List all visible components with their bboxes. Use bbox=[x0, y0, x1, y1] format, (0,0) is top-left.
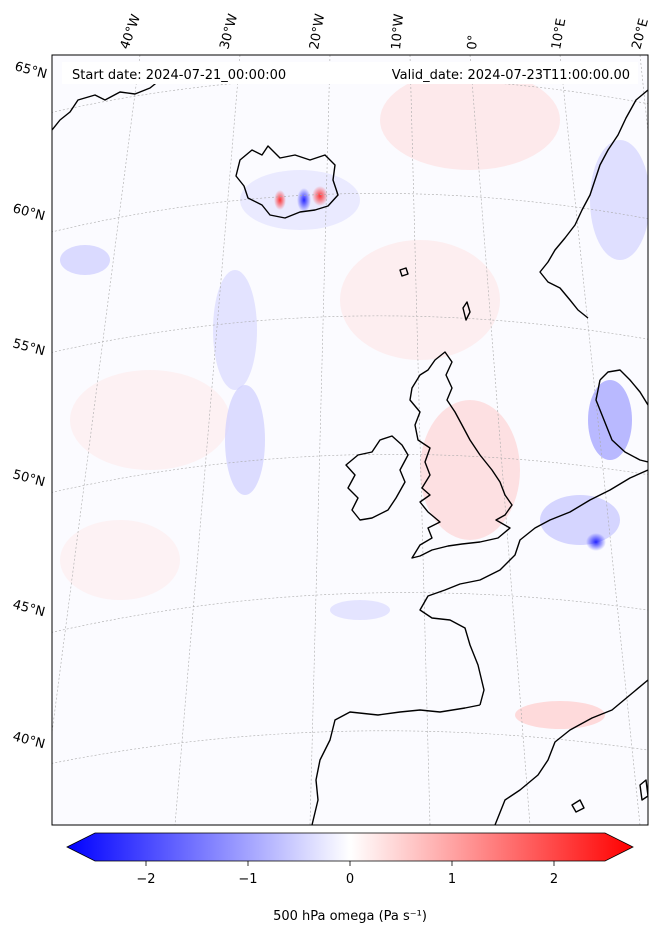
lat-label: 55°N bbox=[11, 336, 47, 359]
iberia-coast bbox=[311, 704, 481, 825]
coastlines bbox=[52, 73, 648, 825]
lat-label: 60°N bbox=[11, 201, 47, 224]
colorbar-tick-label: 2 bbox=[550, 872, 558, 887]
lat-label: 45°N bbox=[11, 597, 47, 620]
map-panel bbox=[52, 55, 648, 825]
faroe-islands bbox=[399, 267, 409, 277]
sweden-denmark-coast bbox=[595, 369, 648, 463]
latitude-labels: 65°N 60°N 55°N 50°N 45°N 40°N bbox=[11, 59, 49, 752]
start-date-label: Start date: 2024-07-21_00:00:00 bbox=[72, 68, 286, 83]
lon-label: 0° bbox=[465, 34, 481, 50]
colorbar-tick-label: 0 bbox=[346, 872, 354, 887]
lat-label: 50°N bbox=[11, 467, 47, 490]
lon-label: 40°W bbox=[118, 12, 144, 51]
colorbar-ticks: −2 −1 0 1 2 bbox=[136, 861, 558, 887]
corsica bbox=[639, 779, 648, 801]
lon-label: 20°E bbox=[629, 17, 652, 51]
colorbar: −2 −1 0 1 2 500 hPa omega (Pa s⁻¹) bbox=[66, 832, 634, 924]
mediterranean-coast bbox=[494, 679, 648, 825]
longitude-labels: 40°W 30°W 20°W 10°W 0° 10°E 20°E bbox=[118, 12, 652, 51]
header-band bbox=[62, 62, 638, 84]
ireland-coast bbox=[345, 435, 409, 521]
lon-label: 10°W bbox=[389, 13, 407, 50]
norway-coast bbox=[539, 89, 648, 319]
map-frame bbox=[51, 54, 649, 826]
lon-label: 10°E bbox=[549, 17, 569, 50]
lat-label: 65°N bbox=[13, 59, 49, 82]
colorbar-gradient bbox=[66, 832, 634, 862]
colorbar-tick-label: 1 bbox=[448, 872, 456, 887]
iceland-coast bbox=[235, 145, 339, 219]
lat-label: 40°N bbox=[11, 729, 47, 752]
lon-label: 20°W bbox=[307, 13, 328, 51]
omega-field bbox=[60, 70, 648, 729]
valid-date-label: Valid_date: 2024-07-23T11:00:00.00 bbox=[392, 68, 630, 83]
shetland bbox=[462, 301, 471, 321]
lon-label: 30°W bbox=[217, 12, 241, 51]
balearics bbox=[571, 799, 585, 813]
greenland-coast bbox=[52, 73, 167, 131]
great-britain-coast bbox=[409, 351, 513, 559]
colorbar-title: 500 hPa omega (Pa s⁻¹) bbox=[273, 909, 427, 924]
continent-coast bbox=[419, 469, 648, 706]
colorbar-tick-label: −1 bbox=[238, 872, 257, 887]
colorbar-tick-label: −2 bbox=[136, 872, 155, 887]
